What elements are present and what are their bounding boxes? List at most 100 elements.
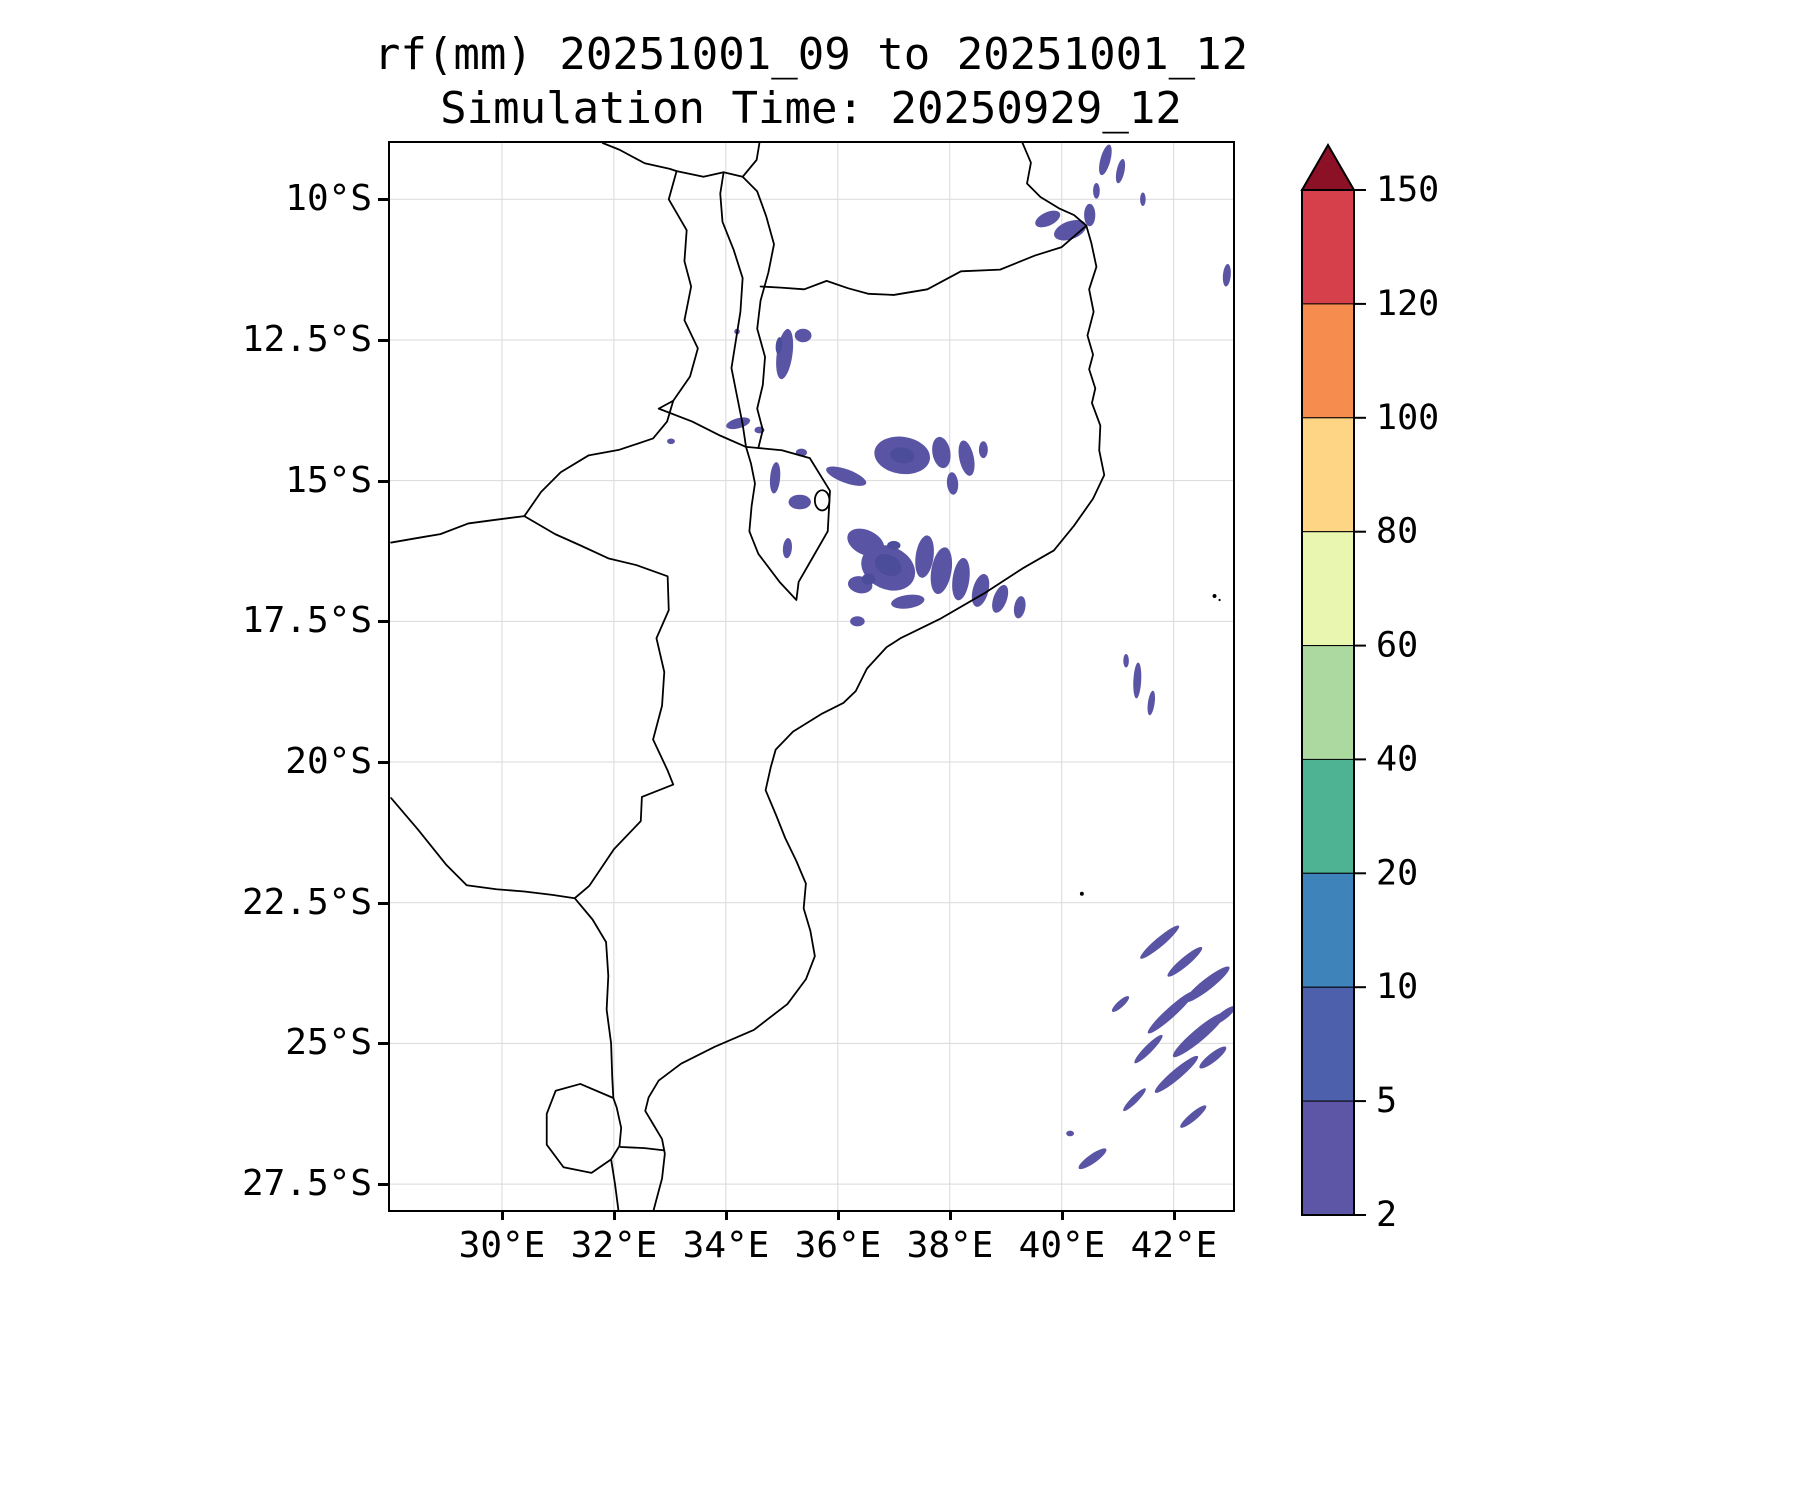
- border-zimbabwe-mozambique: [523, 515, 675, 900]
- x-tick-label: 36°E: [794, 1225, 882, 1266]
- x-tick-mark: [501, 1210, 504, 1220]
- lake-malawi: [719, 171, 775, 449]
- rain-patch: [1013, 596, 1026, 619]
- rain-patch: [1140, 925, 1180, 959]
- border-malawi-west: [657, 170, 747, 448]
- rain-patch: [794, 328, 812, 343]
- y-tick-label: 22.5°S: [241, 882, 372, 923]
- colorbar: 150 120 100 80 60 40 20 10 5 2: [1300, 143, 1439, 1235]
- colorbar-labels: 150 120 100 80 60 40 20 10 5 2: [1376, 170, 1439, 1235]
- y-tick-label: 15°S: [285, 460, 372, 501]
- rain-patch: [992, 584, 1009, 613]
- colorbar-label: 60: [1376, 626, 1418, 666]
- rain-patch: [1035, 210, 1061, 228]
- rain-patch: [1184, 966, 1230, 1003]
- x-tick-mark: [725, 1210, 728, 1220]
- colorbar-outline: [1301, 189, 1355, 1216]
- rain-patch: [1154, 1055, 1199, 1093]
- colorbar-label: 2: [1376, 1195, 1397, 1235]
- rain-patch: [1115, 159, 1126, 184]
- y-tick-mark: [378, 339, 388, 342]
- rain-patch-core: [861, 573, 876, 585]
- rain-patch: [667, 438, 675, 445]
- x-tick-label: 32°E: [570, 1225, 658, 1266]
- border-mozambique-southafrica-south: [619, 1146, 666, 1152]
- border-malawi-south-lobe: [745, 445, 831, 601]
- plot-title: rf(mm) 20251001_09 to 20251001_12: [373, 29, 1249, 80]
- rain-patch: [1099, 144, 1112, 176]
- rain-patch: [1212, 1006, 1233, 1025]
- rain-patch: [1180, 1105, 1207, 1128]
- x-tick-label: 38°E: [906, 1225, 994, 1266]
- rain-patch: [891, 594, 925, 609]
- x-tick-mark: [1173, 1210, 1176, 1220]
- rain-patch-core: [874, 554, 902, 577]
- y-tick-mark: [378, 480, 388, 483]
- x-tick-label: 40°E: [1018, 1225, 1106, 1266]
- border-zambia-mozambique: [523, 399, 675, 518]
- x-tick-mark: [1061, 1210, 1064, 1220]
- plot-subtitle: Simulation Time: 20250929_12: [440, 83, 1182, 134]
- rain-patch: [1111, 996, 1130, 1012]
- rain-patch: [1133, 662, 1142, 699]
- rain-patch: [826, 466, 867, 486]
- coastline-east-africa: [644, 143, 1106, 1210]
- rain-patch: [1123, 1088, 1146, 1112]
- rain-patch: [776, 328, 794, 380]
- y-tick-label: 17.5°S: [241, 600, 372, 641]
- rain-patch: [1222, 264, 1231, 287]
- y-tick-label: 27.5°S: [241, 1163, 372, 1204]
- rain-patch: [952, 557, 970, 601]
- colorbar-label: 120: [1376, 284, 1439, 324]
- border-lebombo-southafrica-mozambique: [573, 897, 615, 1099]
- island-dots: [1079, 594, 1221, 896]
- x-tick-mark: [949, 1210, 952, 1220]
- colorbar-segment: [1301, 303, 1355, 419]
- colorbar-label: 40: [1376, 739, 1418, 779]
- colorbar-segment: [1301, 417, 1355, 533]
- colorbar-segment: [1301, 986, 1355, 1102]
- colorbar-label: 150: [1376, 170, 1439, 210]
- colorbar-segment: [1301, 1100, 1355, 1216]
- y-tick-label: 10°S: [285, 178, 372, 219]
- colorbar-segment: [1301, 189, 1355, 305]
- y-tick-label: 25°S: [285, 1022, 372, 1063]
- border-rovuma-tanzania-mozambique: [759, 224, 1088, 296]
- y-tick-label: 20°S: [285, 741, 372, 782]
- colorbar-segment: [1301, 872, 1355, 988]
- border-tanzania-malawi-north: [675, 143, 761, 178]
- island-juan-de-nova: [1212, 594, 1217, 598]
- colorbar-segment: [1301, 645, 1355, 761]
- x-tick-label: 30°E: [458, 1225, 546, 1266]
- colorbar-label: 100: [1376, 398, 1439, 438]
- rain-patch: [788, 494, 811, 510]
- rain-layer-dark: [775, 337, 915, 585]
- x-tick-label: 42°E: [1130, 1225, 1218, 1266]
- rain-patch: [1147, 690, 1156, 716]
- colorbar-over-arrow: [1300, 143, 1356, 191]
- rain-patch: [930, 547, 953, 595]
- coastline-borders: [390, 143, 1106, 1210]
- rain-patch: [1066, 1130, 1075, 1137]
- rain-patch: [1054, 219, 1087, 241]
- colorbar-segment: [1301, 758, 1355, 874]
- rain-patch-core: [887, 540, 901, 550]
- border-tanzania-zambia: [601, 143, 678, 173]
- colorbar-segment: [1301, 531, 1355, 647]
- rain-patch: [1084, 203, 1096, 227]
- colorbar-ticks: [1354, 189, 1366, 1216]
- lake-chilwa: [813, 489, 831, 512]
- rain-patch: [850, 616, 865, 627]
- border-eswatini-kwazulu: [610, 1158, 620, 1210]
- rain-patch: [1078, 1148, 1107, 1170]
- rain-patch: [1167, 946, 1203, 977]
- rain-patch: [726, 417, 751, 430]
- border-eswatini: [545, 1083, 623, 1174]
- colorbar-label: 5: [1376, 1081, 1397, 1121]
- rain-patch: [782, 538, 792, 559]
- border-limpopo-botswana-southafrica: [390, 797, 576, 900]
- y-tick-mark: [378, 198, 388, 201]
- rain-patch: [958, 440, 975, 476]
- rain-patch: [915, 535, 934, 578]
